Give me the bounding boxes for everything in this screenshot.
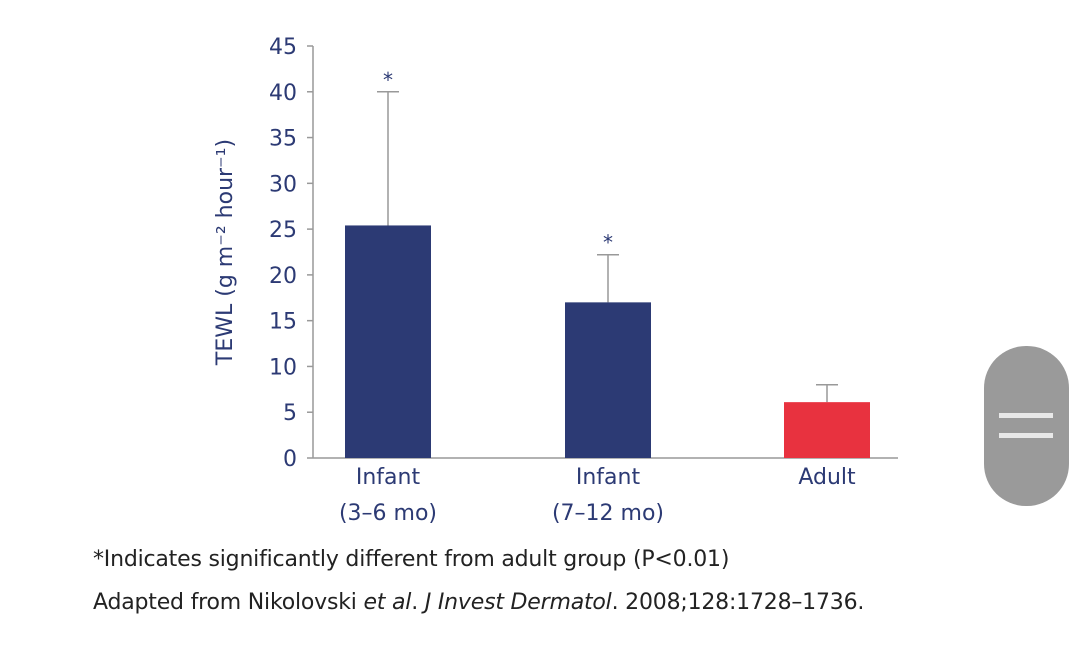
y-tick-label: 40 xyxy=(269,81,297,106)
y-tick-label: 30 xyxy=(269,172,297,197)
bar xyxy=(345,225,431,458)
citation-suffix: . 2008;128:1728–1736. xyxy=(611,590,865,615)
citation-journal: J Invest Dermatol xyxy=(424,590,612,615)
significance-marker: * xyxy=(383,68,393,92)
significance-footnote: *Indicates significantly different from … xyxy=(93,547,730,572)
citation-dot: . xyxy=(411,590,425,615)
bar xyxy=(565,302,651,458)
y-tick-label: 5 xyxy=(283,401,297,426)
x-tick-label: Infant xyxy=(356,465,421,490)
scroll-handle[interactable] xyxy=(984,346,1069,506)
y-tick-label: 45 xyxy=(269,35,297,60)
y-tick-label: 35 xyxy=(269,127,297,152)
x-tick-label-sub: (3–6 mo) xyxy=(339,501,437,526)
citation-prefix: Adapted from Nikolovski xyxy=(93,590,364,615)
citation-etal: et al xyxy=(363,590,412,615)
y-tick-label: 20 xyxy=(269,264,297,289)
x-tick-label-sub: (7–12 mo) xyxy=(552,501,664,526)
x-tick-label: Infant xyxy=(576,465,641,490)
y-tick-label: 10 xyxy=(269,355,297,380)
y-tick-label: 0 xyxy=(283,447,297,472)
significance-marker: * xyxy=(603,231,613,255)
y-axis-label: TEWL (g m⁻² hour⁻¹) xyxy=(213,139,238,366)
grip-line-icon xyxy=(999,413,1053,418)
y-tick-label: 15 xyxy=(269,310,297,335)
bar xyxy=(784,402,870,458)
grip-line-icon xyxy=(999,433,1053,438)
x-tick-label: Adult xyxy=(798,465,856,490)
source-citation: Adapted from Nikolovski et al. J Invest … xyxy=(93,590,864,615)
y-tick-label: 25 xyxy=(269,218,297,243)
